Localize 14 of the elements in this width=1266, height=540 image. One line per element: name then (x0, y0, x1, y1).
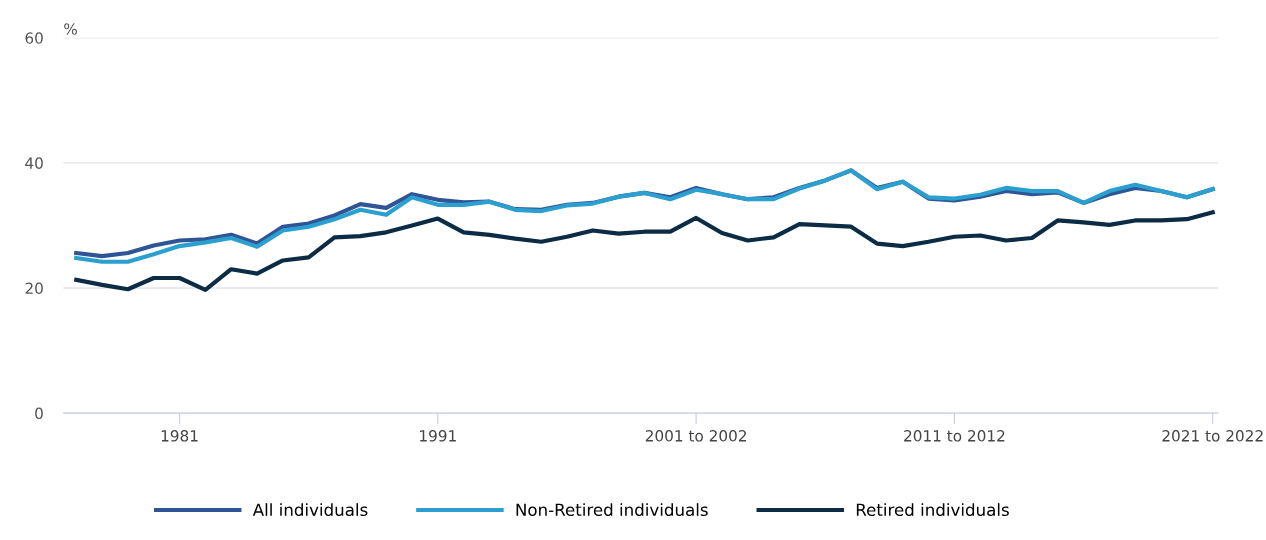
legend-label: Non-Retired individuals (516, 503, 708, 517)
y-tick-label: 20 (25, 282, 43, 295)
legend-label: All individuals (252, 503, 368, 517)
x-tick-label: 1981 (161, 430, 198, 442)
x-tick-label: 2001 to 2002 (645, 430, 747, 442)
x-tick-label: 1991 (420, 430, 456, 442)
y-tick-label: 0 (35, 407, 43, 420)
y-axis-title: % (64, 23, 77, 35)
y-tick-label: 60 (25, 32, 43, 44)
x-tick-label: 2021 to 2022 (1162, 430, 1263, 442)
line-series (74, 210, 1215, 292)
legend-label: Retired individuals (856, 503, 1009, 517)
y-tick-label: 40 (25, 157, 43, 169)
x-tick-label: 2011 to 2012 (904, 430, 1005, 442)
